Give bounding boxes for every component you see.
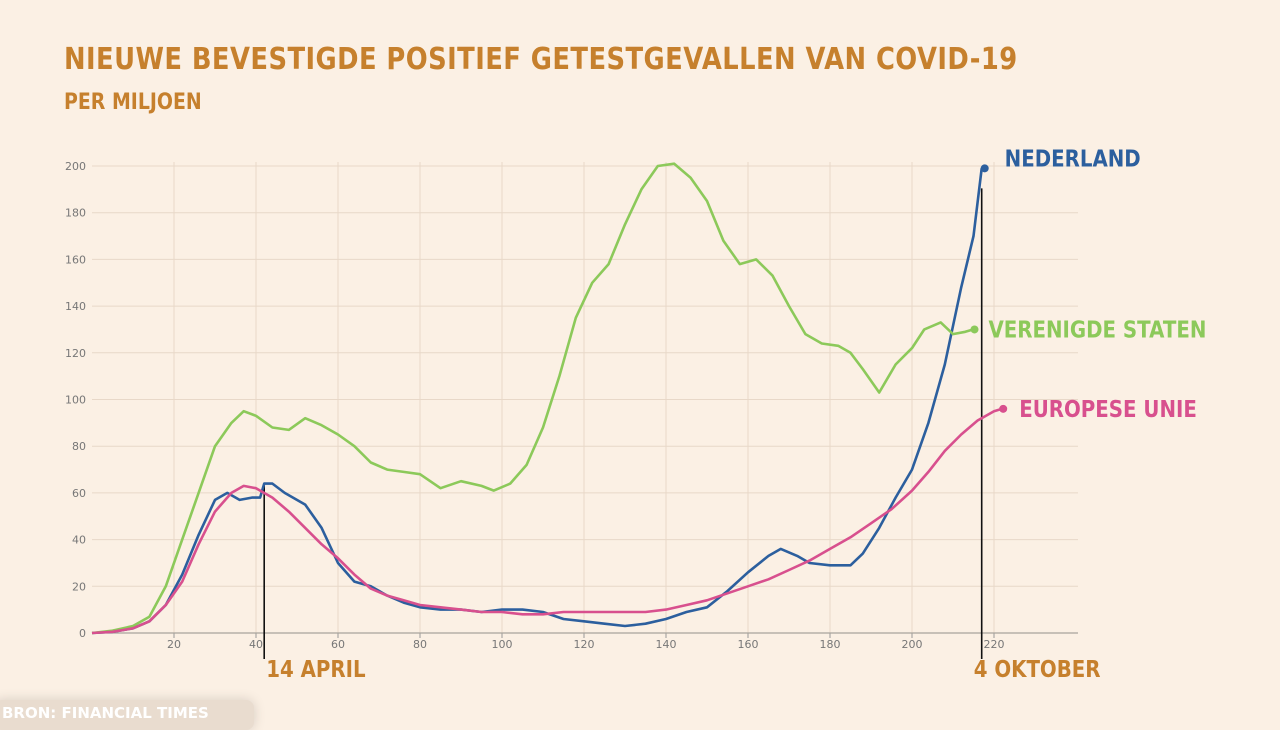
chart-title: NIEUWE BEVESTIGDE POSITIEF GETESTGEVALLE…: [64, 42, 1018, 77]
source-text: BRON: FINANCIAL TIMES: [2, 704, 209, 722]
annotations: 14 APRIL 4 OKTOBER: [263, 188, 1101, 684]
series-end-marker: [980, 164, 989, 173]
x-tick-label: 180: [820, 638, 841, 651]
annotation-label: 4 OKTOBER: [974, 657, 1101, 684]
y-tick-label: 20: [72, 580, 86, 593]
series-end-marker: [970, 325, 979, 334]
series-end-marker: [999, 404, 1008, 413]
annotation-label: 14 APRIL: [266, 657, 366, 684]
y-tick-label: 40: [72, 534, 86, 547]
series-line-verenigde-staten: [91, 162, 974, 635]
x-tick-label: 40: [249, 638, 263, 651]
y-tick-label: 120: [65, 347, 86, 360]
x-tick-label: 100: [492, 638, 513, 651]
y-tick-label: 180: [65, 207, 86, 220]
y-tick-label: 100: [65, 394, 86, 407]
y-tick-label: 160: [65, 253, 86, 266]
series-label: EUROPESE UNIE: [1019, 396, 1197, 423]
y-tick-label: 60: [72, 487, 86, 500]
x-tick-label: 220: [984, 638, 1005, 651]
source-badge: BRON: FINANCIAL TIMES: [0, 700, 254, 730]
y-axis: 0 20 40 60 80 100 120 140 160 180 200: [65, 160, 86, 640]
x-tick-label: 160: [738, 638, 759, 651]
x-axis: 20 40 60 80 100 120 140 160 180 200 220: [92, 632, 1078, 651]
x-tick-label: 200: [902, 638, 923, 651]
series-line-europese-unie: [91, 407, 1003, 635]
y-tick-label: 0: [79, 627, 86, 640]
series-label: VERENIGDE STATEN: [989, 317, 1207, 344]
x-tick-label: 20: [167, 638, 181, 651]
x-tick-label: 80: [413, 638, 427, 651]
series-layer: NEDERLAND VERENIGDE STATEN EUROPESE UNIE: [91, 146, 1207, 635]
x-tick-label: 60: [331, 638, 345, 651]
series-label: NEDERLAND: [1005, 146, 1141, 173]
series-line-nederland: [91, 168, 983, 635]
chart-subtitle: PER MILJOEN: [64, 90, 202, 115]
x-tick-label: 120: [574, 638, 595, 651]
y-tick-label: 200: [65, 160, 86, 173]
x-tick-label: 140: [656, 638, 677, 651]
y-tick-label: 80: [72, 440, 86, 453]
y-tick-label: 140: [65, 300, 86, 313]
grid-layer: [92, 162, 1078, 633]
